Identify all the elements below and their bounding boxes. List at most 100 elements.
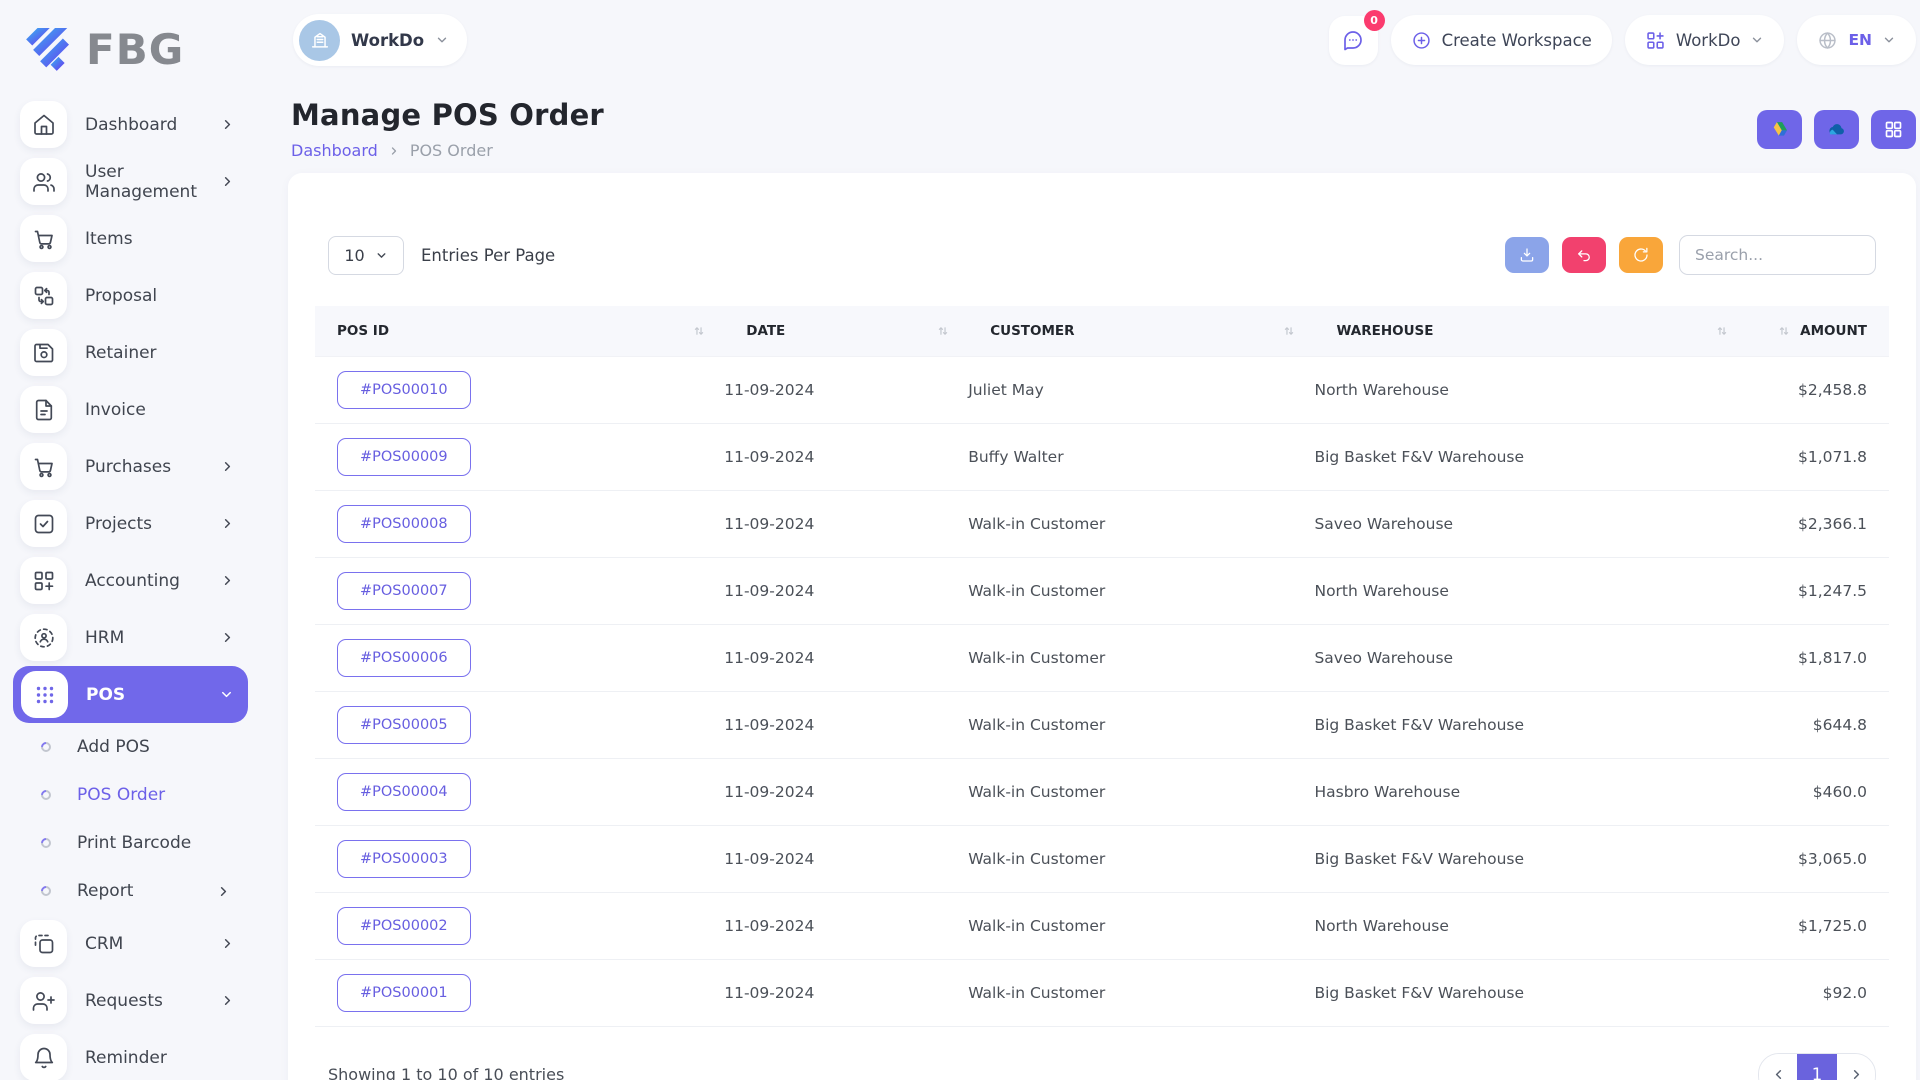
pos-id-link[interactable]: #POS00006 xyxy=(337,638,471,677)
breadcrumb-separator-icon xyxy=(388,145,400,157)
sidebar-item-label: Proposal xyxy=(85,285,158,306)
brand-logo[interactable]: FBG xyxy=(0,18,261,80)
sort-icon xyxy=(1777,324,1791,338)
language-selector[interactable]: EN xyxy=(1797,15,1916,65)
sidebar-item-requests[interactable]: Requests xyxy=(0,972,261,1029)
one-drive-button[interactable] xyxy=(1814,109,1859,149)
sidebar-subitem-print-barcode[interactable]: Print Barcode xyxy=(0,819,261,867)
pos-id-link[interactable]: #POS00009 xyxy=(337,437,471,476)
sidebar-item-dashboard[interactable]: Dashboard xyxy=(0,96,261,153)
chevron-right-icon xyxy=(220,174,235,189)
grid-icon xyxy=(1883,119,1904,140)
pos-id-link[interactable]: #POS00010 xyxy=(337,370,471,409)
date-cell: 11-09-2024 xyxy=(724,624,969,692)
chevron-right-icon xyxy=(220,936,235,951)
entries-per-page-select[interactable]: 10 xyxy=(328,235,404,275)
pos-id-link[interactable]: #POS00005 xyxy=(337,705,471,744)
check-square-icon xyxy=(20,500,67,547)
users-icon xyxy=(20,158,67,205)
sidebar-item-invoice[interactable]: Invoice xyxy=(0,381,261,438)
home-icon xyxy=(20,101,67,148)
chevron-right-icon xyxy=(216,884,231,899)
google-drive-icon xyxy=(1769,119,1790,140)
brand-logo-text: FBG xyxy=(86,24,185,74)
warehouse-cell: Saveo Warehouse xyxy=(1314,624,1748,692)
pos-id-link[interactable]: #POS00001 xyxy=(337,973,471,1012)
workspace-menu-button[interactable]: WorkDo xyxy=(1624,15,1785,65)
sidebar-item-crm[interactable]: CRM xyxy=(0,915,261,972)
language-code: EN xyxy=(1848,31,1872,49)
topbar-right: 0 Create Workspace WorkDo xyxy=(1328,9,1916,65)
column-header-amount[interactable]: AMOUNT xyxy=(1747,306,1889,356)
pos-id-link[interactable]: #POS00008 xyxy=(337,504,471,543)
pos-id-link[interactable]: #POS00004 xyxy=(337,772,471,811)
sidebar-item-label: Projects xyxy=(85,513,153,534)
sidebar-item-user-management[interactable]: User Management xyxy=(0,153,261,210)
next-page-button[interactable] xyxy=(1837,1053,1875,1080)
sidebar-item-hrm[interactable]: HRM xyxy=(0,609,261,666)
bell-icon xyxy=(20,1034,67,1080)
workspace-name: WorkDo xyxy=(351,30,425,50)
pos-id-link[interactable]: #POS00003 xyxy=(337,839,471,878)
chevron-right-icon xyxy=(220,993,235,1008)
column-header-customer[interactable]: CUSTOMER xyxy=(968,306,1315,356)
sidebar-subitem-pos-order[interactable]: POS Order xyxy=(0,771,261,819)
date-cell: 11-09-2024 xyxy=(724,691,969,759)
sidebar-item-retainer[interactable]: Retainer xyxy=(0,324,261,381)
amount-cell: $2,366.1 xyxy=(1747,490,1889,558)
current-page[interactable]: 1 xyxy=(1797,1053,1837,1080)
sidebar-item-reminder[interactable]: Reminder xyxy=(0,1029,261,1080)
workspace-selector[interactable]: WorkDo xyxy=(293,14,468,66)
amount-cell: $1,725.0 xyxy=(1747,892,1889,960)
undo-button[interactable] xyxy=(1562,237,1606,273)
sidebar: FBG Dashboard User Management Items Proposa… xyxy=(0,0,261,1080)
sidebar-item-label: POS xyxy=(86,684,126,705)
prev-page-button[interactable] xyxy=(1759,1053,1797,1080)
warehouse-cell: Big Basket F&V Warehouse xyxy=(1314,825,1748,893)
amount-cell: $3,065.0 xyxy=(1747,825,1889,893)
sidebar-item-label: CRM xyxy=(85,933,124,954)
sidebar-subitem-add-pos[interactable]: Add POS xyxy=(0,723,261,771)
column-header-warehouse[interactable]: WAREHOUSE xyxy=(1314,306,1748,356)
search-input[interactable] xyxy=(1679,235,1876,275)
page-heading: Manage POS Order Dashboard POS Order xyxy=(288,98,1916,160)
table-row: #POS00003 11-09-2024 Walk-in Customer Big B… xyxy=(315,825,1889,893)
refresh-icon xyxy=(1632,246,1650,264)
sidebar-item-projects[interactable]: Projects xyxy=(0,495,261,552)
google-drive-button[interactable] xyxy=(1757,109,1802,149)
sidebar-item-pos[interactable]: POS xyxy=(13,666,248,723)
warehouse-cell: Big Basket F&V Warehouse xyxy=(1314,691,1748,759)
sidebar-item-purchases[interactable]: Purchases xyxy=(0,438,261,495)
download-icon xyxy=(1518,246,1536,264)
create-workspace-button[interactable]: Create Workspace xyxy=(1390,15,1612,65)
amount-cell: $1,817.0 xyxy=(1747,624,1889,692)
warehouse-cell: Big Basket F&V Warehouse xyxy=(1314,959,1748,1027)
sort-icon xyxy=(692,324,706,338)
messages-button[interactable]: 0 xyxy=(1328,9,1385,65)
page-actions xyxy=(1757,109,1916,149)
amount-cell: $644.8 xyxy=(1747,691,1889,759)
grid-button[interactable] xyxy=(1871,109,1916,149)
column-header-pos-id[interactable]: POS ID xyxy=(315,306,725,356)
page-title: Manage POS Order xyxy=(291,98,604,132)
customer-cell: Walk-in Customer xyxy=(968,691,1315,759)
sidebar-subitem-report[interactable]: Report xyxy=(0,867,261,915)
pos-id-link[interactable]: #POS00002 xyxy=(337,906,471,945)
sidebar-item-label: Reminder xyxy=(85,1047,167,1068)
sidebar-item-accounting[interactable]: Accounting xyxy=(0,552,261,609)
bullet-icon xyxy=(38,787,54,803)
amount-cell: $1,247.5 xyxy=(1747,557,1889,625)
grid-plus-icon xyxy=(1645,30,1666,51)
chevron-left-icon xyxy=(1775,1070,1781,1079)
table-actions xyxy=(1505,235,1876,275)
date-cell: 11-09-2024 xyxy=(724,892,969,960)
pos-id-link[interactable]: #POS00007 xyxy=(337,571,471,610)
sidebar-subitem-label: Report xyxy=(77,881,134,901)
column-header-date[interactable]: DATE xyxy=(724,306,969,356)
breadcrumb-dashboard-link[interactable]: Dashboard xyxy=(291,141,378,160)
sidebar-item-items[interactable]: Items xyxy=(0,210,261,267)
sidebar-item-label: Items xyxy=(85,228,133,249)
refresh-button[interactable] xyxy=(1619,237,1663,273)
sidebar-item-proposal[interactable]: Proposal xyxy=(0,267,261,324)
download-button[interactable] xyxy=(1505,237,1549,273)
